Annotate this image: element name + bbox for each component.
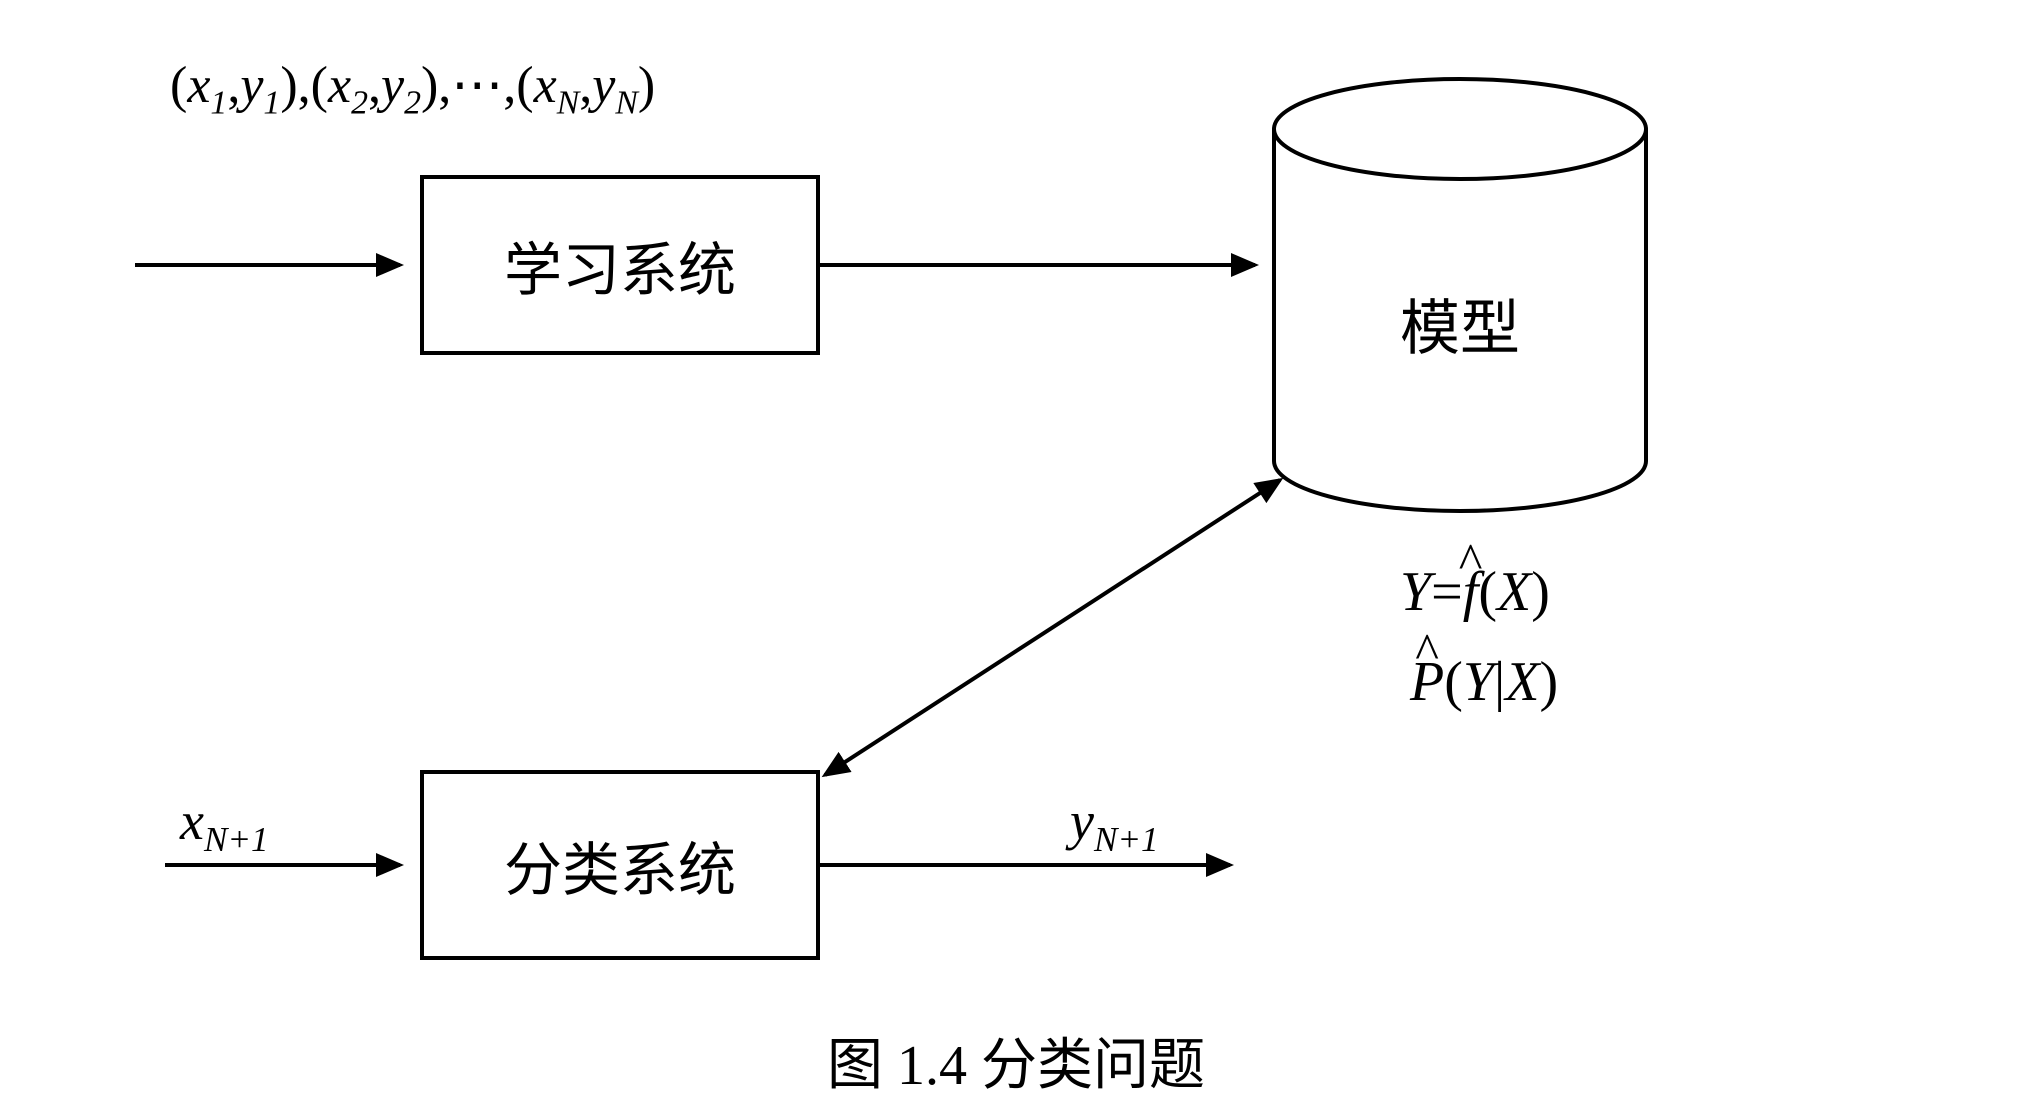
model-equation-2: P(Y|X) bbox=[1410, 650, 1558, 714]
classification-system-box: 分类系统 bbox=[420, 770, 820, 960]
training-data-label: (x1,y1),(x2,y2),⋯,(xN,yN) bbox=[170, 55, 655, 122]
classification-system-label: 分类系统 bbox=[504, 823, 736, 907]
input-x-label: xN+1 bbox=[180, 790, 269, 860]
learning-system-box: 学习系统 bbox=[420, 175, 820, 355]
model-cylinder: 模型 bbox=[1270, 75, 1650, 515]
arrows-layer bbox=[0, 0, 2032, 1120]
diagram-container: 学习系统 分类系统 模型 (x1,y1),(x2,y2),⋯,(xN,yN) Y… bbox=[0, 0, 2032, 1120]
output-y-label: yN+1 bbox=[1070, 790, 1159, 860]
model-label: 模型 bbox=[1270, 280, 1650, 367]
edge-model-to-classification bbox=[825, 480, 1280, 775]
model-equation-1: Y=f(X) bbox=[1400, 560, 1550, 624]
figure-caption: 图 1.4 分类问题 bbox=[827, 1020, 1205, 1101]
learning-system-label: 学习系统 bbox=[504, 223, 736, 307]
